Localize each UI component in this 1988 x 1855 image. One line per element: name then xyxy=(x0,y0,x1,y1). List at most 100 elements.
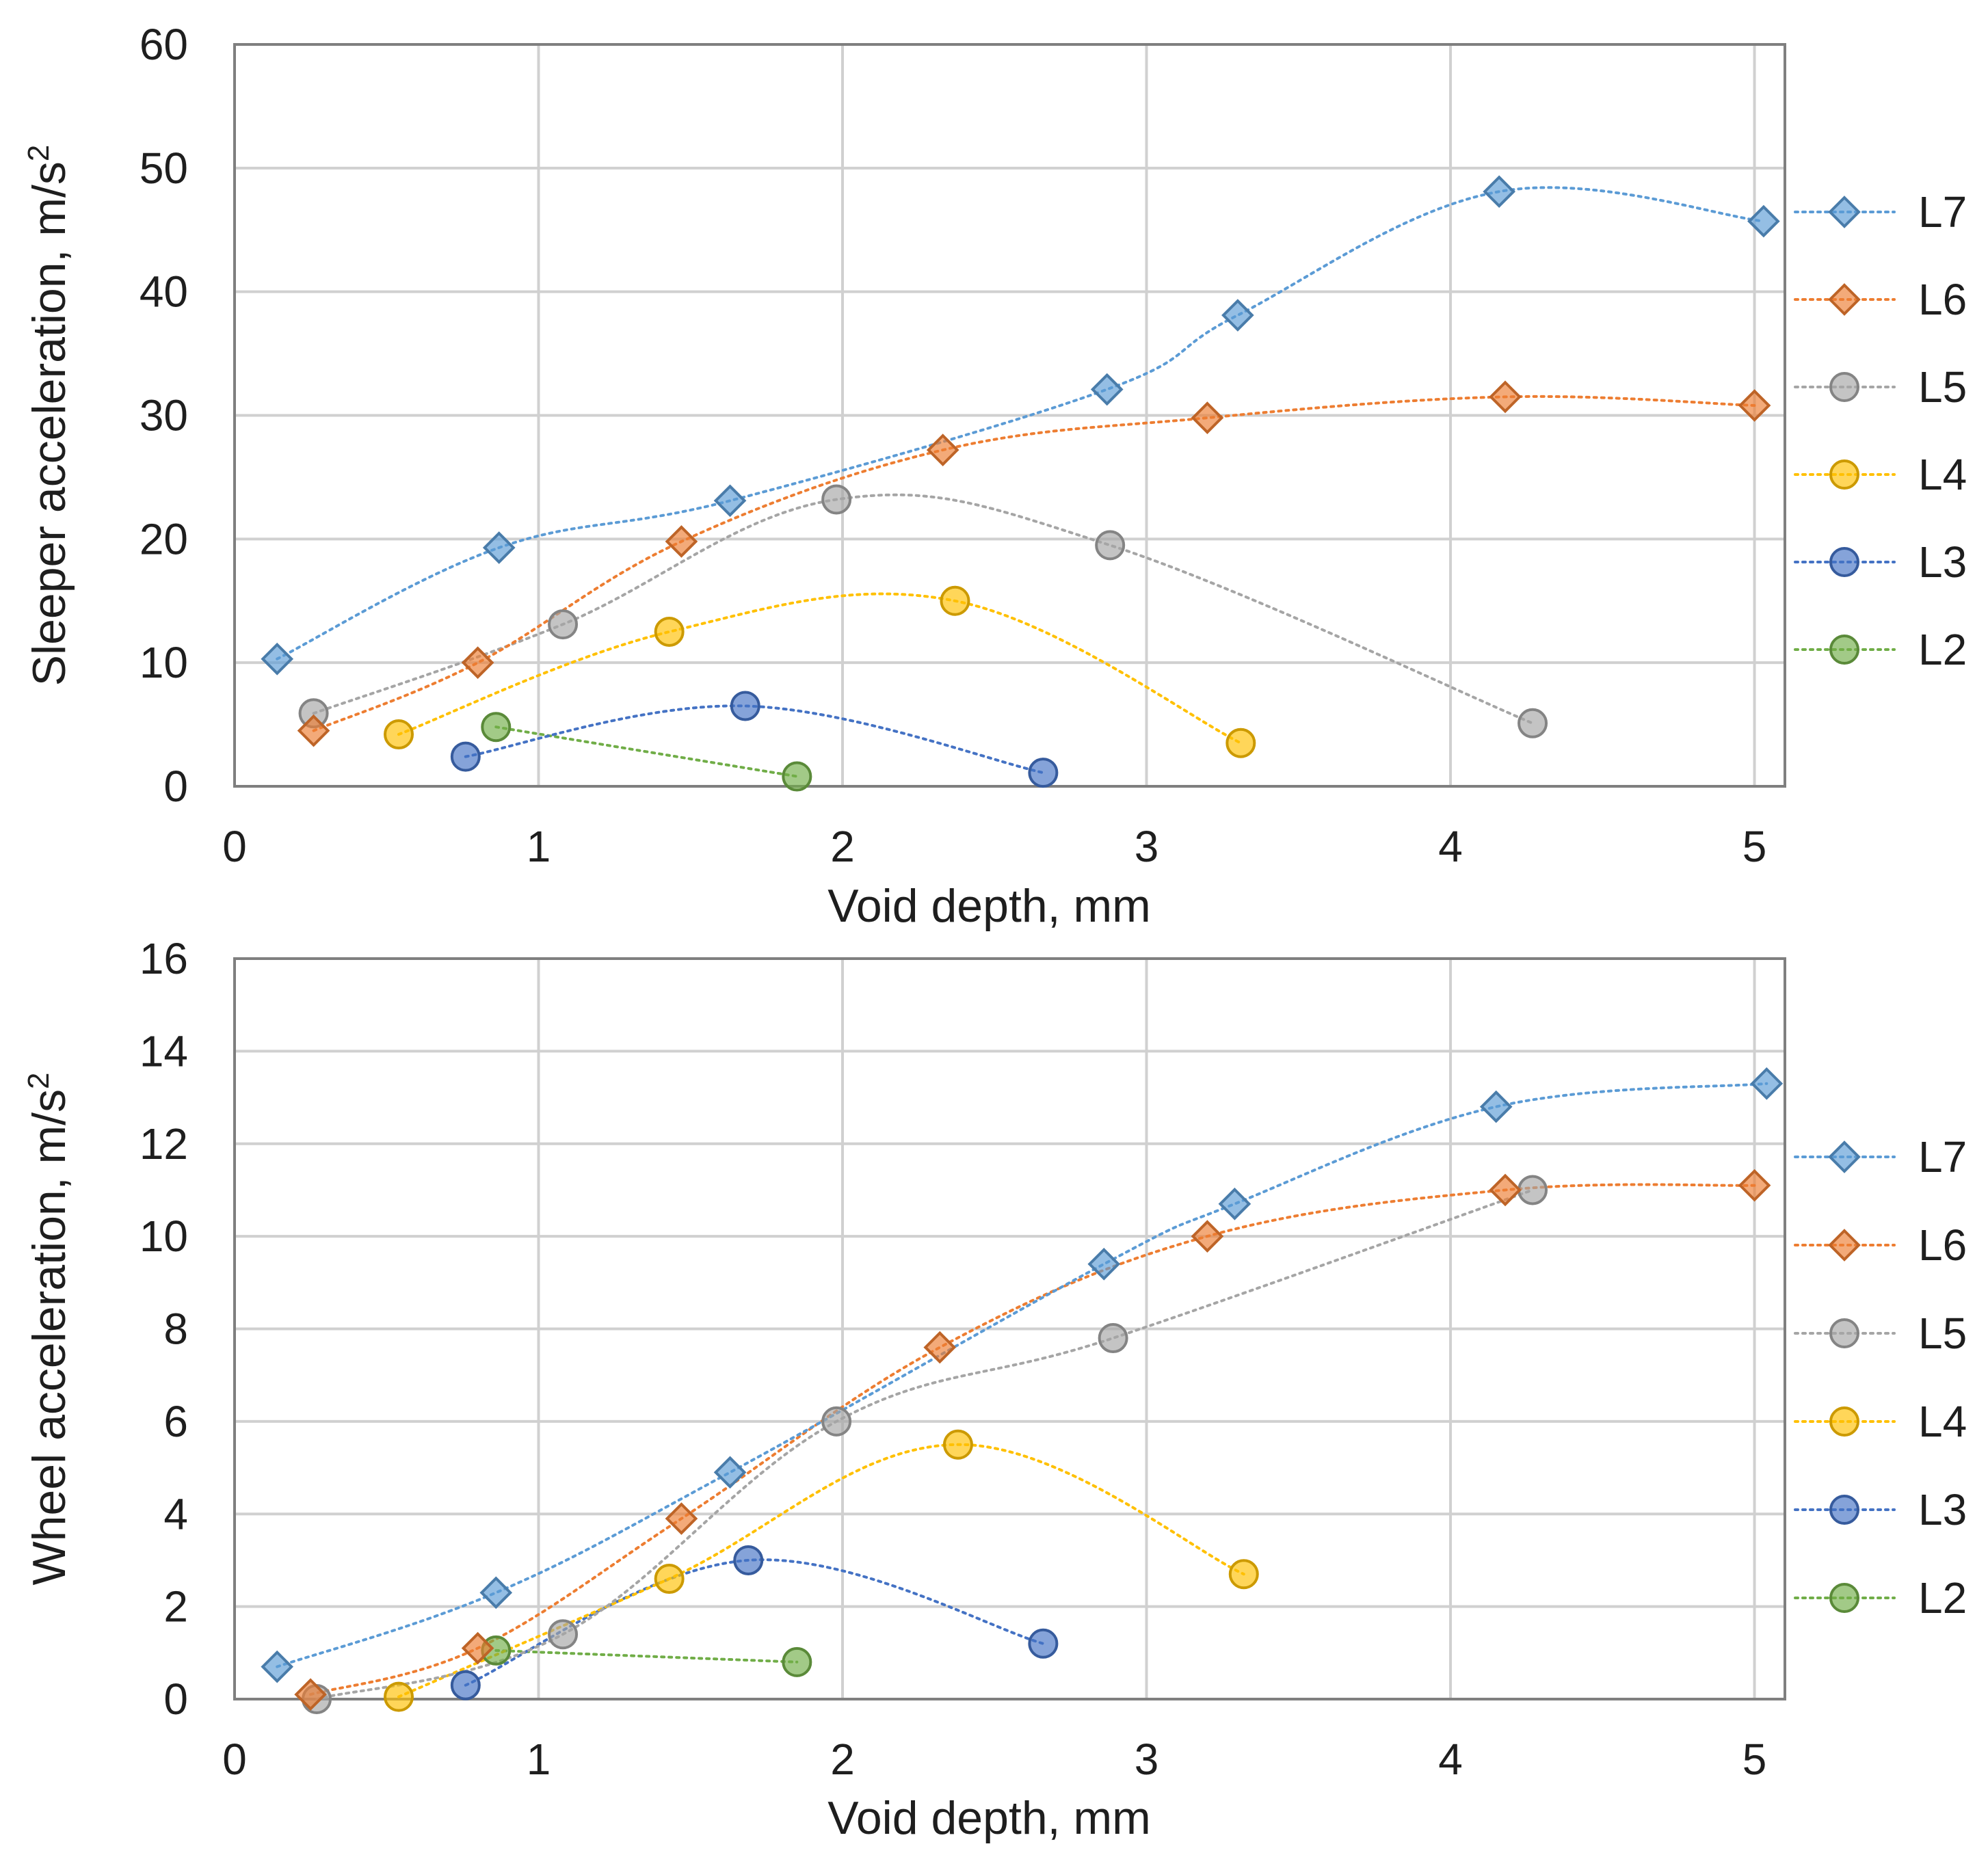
x-tick-label: 2 xyxy=(830,1735,855,1784)
x-tick-label: 3 xyxy=(1135,822,1159,871)
data-point-L7 xyxy=(1087,1247,1121,1281)
x-tick-label: 5 xyxy=(1742,822,1767,871)
x-axis-title: Void depth, mm xyxy=(827,1792,1150,1844)
x-axis-title: Void depth, mm xyxy=(827,880,1150,932)
data-point-L7 xyxy=(1090,373,1124,406)
y-tick-label: 6 xyxy=(163,1397,188,1446)
data-point-L6 xyxy=(665,1502,698,1535)
data-point-L6 xyxy=(461,646,494,679)
legend-label-L2: L2 xyxy=(1918,625,1967,674)
legend-marker-L7 xyxy=(1828,196,1861,228)
data-point-L7 xyxy=(1483,175,1515,209)
y-axis-title-superscript: 2 xyxy=(22,145,55,161)
legend-label-L6: L6 xyxy=(1918,1220,1967,1270)
y-tick-label: 4 xyxy=(163,1489,188,1538)
data-point-L6 xyxy=(297,714,330,747)
y-tick-label: 10 xyxy=(140,638,188,687)
data-point-L7 xyxy=(479,1576,513,1610)
x-tick-label: 3 xyxy=(1135,1735,1159,1784)
series-line-L5 xyxy=(312,493,1535,725)
legend-label-L2: L2 xyxy=(1918,1573,1967,1623)
data-point-L6 xyxy=(1489,380,1522,414)
data-point-L4 xyxy=(1225,728,1256,758)
data-point-L3 xyxy=(450,1670,481,1700)
data-point-L7 xyxy=(1479,1090,1513,1123)
legend-marker-L4 xyxy=(1829,1406,1859,1437)
data-point-L2 xyxy=(481,712,512,743)
y-axis-title-superscript: 2 xyxy=(22,1072,55,1089)
series-line-L4 xyxy=(397,592,1243,745)
legend-label-L6: L6 xyxy=(1918,275,1967,324)
data-point-L4 xyxy=(654,616,685,647)
data-point-L7 xyxy=(1221,299,1254,332)
y-tick-label: 0 xyxy=(163,1674,188,1724)
x-tick-label: 4 xyxy=(1438,822,1463,871)
data-point-L7 xyxy=(713,1456,747,1489)
legend-marker-L5 xyxy=(1829,372,1859,402)
legend-marker-L5 xyxy=(1829,1318,1859,1348)
x-tick-label: 4 xyxy=(1438,1735,1463,1784)
y-tick-label: 10 xyxy=(140,1212,188,1261)
data-point-L5 xyxy=(1095,530,1126,561)
x-tick-label: 0 xyxy=(222,1735,247,1784)
data-point-L6 xyxy=(1191,401,1224,434)
data-point-L7 xyxy=(1750,1067,1784,1100)
data-point-L3 xyxy=(450,741,481,772)
x-tick-label: 1 xyxy=(527,1735,551,1784)
data-point-L2 xyxy=(782,761,812,792)
y-tick-label: 50 xyxy=(140,144,188,193)
series-line-L2 xyxy=(494,1649,799,1664)
series-line-L6 xyxy=(312,395,1756,732)
data-point-L3 xyxy=(1028,1628,1059,1659)
y-tick-label: 40 xyxy=(140,267,188,317)
plot-area-border xyxy=(233,43,1786,788)
data-point-L6 xyxy=(665,525,698,558)
data-point-L5 xyxy=(548,609,579,640)
data-point-L3 xyxy=(1028,758,1059,788)
data-point-L4 xyxy=(1228,1559,1259,1590)
data-point-L6 xyxy=(461,1631,494,1665)
series-line-L5 xyxy=(315,1188,1535,1700)
data-point-L3 xyxy=(733,1545,764,1575)
data-point-L7 xyxy=(1747,204,1780,238)
y-tick-label: 0 xyxy=(163,762,188,811)
legend-marker-L7 xyxy=(1828,1140,1861,1173)
data-point-L7 xyxy=(713,484,747,518)
data-point-L4 xyxy=(384,719,414,750)
y-tick-label: 14 xyxy=(140,1026,188,1076)
series-line-L4 xyxy=(397,1443,1245,1698)
data-point-L6 xyxy=(1191,1220,1224,1253)
plot-area-border xyxy=(233,957,1786,1700)
data-point-L5 xyxy=(821,484,852,515)
data-point-L6 xyxy=(923,1331,957,1364)
legend-label-L3: L3 xyxy=(1918,1485,1967,1534)
series-line-L7 xyxy=(276,1082,1768,1668)
legend-marker-L2 xyxy=(1829,1583,1859,1613)
legend-marker-L2 xyxy=(1829,635,1859,665)
legend-label-L5: L5 xyxy=(1918,362,1967,412)
legend-label-L4: L4 xyxy=(1918,1397,1967,1446)
data-point-L6 xyxy=(1738,389,1771,422)
data-point-L2 xyxy=(782,1646,812,1677)
series-line-L3 xyxy=(464,1558,1045,1687)
data-point-L7 xyxy=(261,642,294,676)
data-point-L4 xyxy=(654,1564,685,1594)
data-point-L4 xyxy=(942,1429,973,1460)
legend-marker-L4 xyxy=(1829,459,1859,490)
data-point-L6 xyxy=(1738,1169,1771,1202)
x-tick-label: 5 xyxy=(1742,1735,1767,1784)
data-point-L7 xyxy=(261,1650,294,1683)
x-tick-label: 1 xyxy=(527,822,551,871)
data-point-L5 xyxy=(1517,1175,1548,1205)
x-tick-label: 2 xyxy=(830,822,855,871)
series-line-L2 xyxy=(494,725,799,778)
data-point-L6 xyxy=(1489,1173,1522,1207)
data-point-L7 xyxy=(1218,1187,1251,1220)
data-point-L5 xyxy=(1517,708,1548,738)
data-point-L4 xyxy=(384,1681,414,1712)
data-point-L5 xyxy=(548,1619,579,1650)
y-tick-label: 2 xyxy=(163,1582,188,1631)
x-tick-label: 0 xyxy=(222,822,247,871)
